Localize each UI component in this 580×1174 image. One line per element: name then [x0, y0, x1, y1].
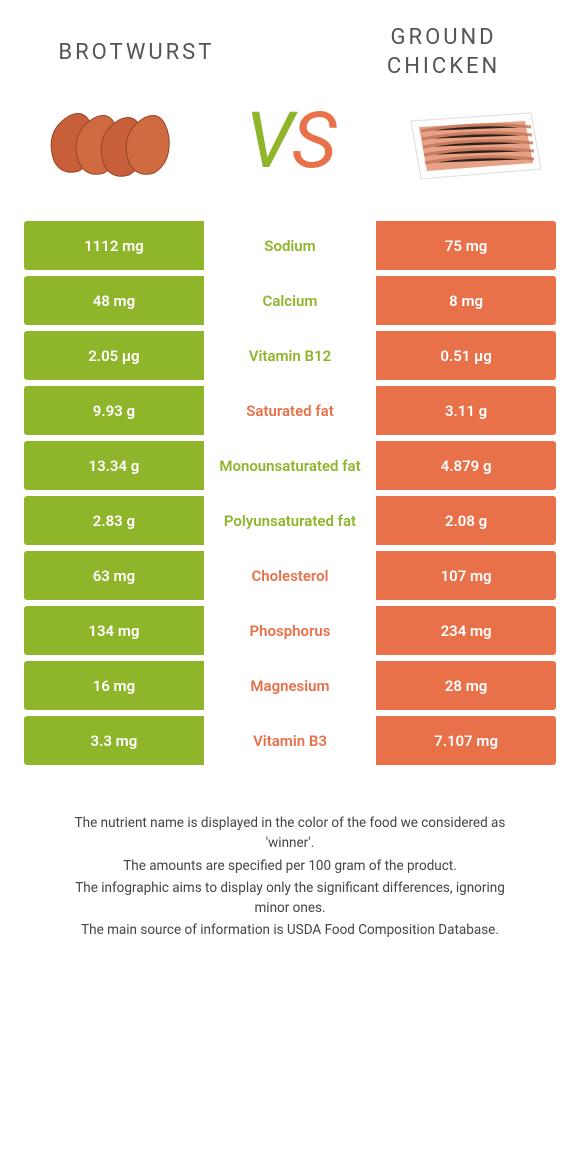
- vs-v: V: [245, 96, 291, 187]
- sausage-icon: [51, 114, 169, 177]
- nutrient-label: Magnesium: [204, 661, 376, 710]
- nutrient-label: Sodium: [204, 221, 376, 270]
- footer-notes: The nutrient name is displayed in the co…: [20, 813, 560, 941]
- left-value: 2.83 g: [24, 496, 204, 545]
- right-value: 0.51 µg: [376, 331, 556, 380]
- footer-line-3: The infographic aims to display only the…: [66, 878, 514, 919]
- left-value: 134 mg: [24, 606, 204, 655]
- right-food-title: Ground Chicken: [341, 24, 546, 81]
- right-value: 4.879 g: [376, 441, 556, 490]
- left-value: 3.3 mg: [24, 716, 204, 765]
- left-value: 48 mg: [24, 276, 204, 325]
- header-titles: Brotwurst Ground Chicken: [20, 24, 560, 81]
- table-row: 134 mgPhosphorus234 mg: [24, 606, 556, 655]
- left-value: 2.05 µg: [24, 331, 204, 380]
- table-row: 1112 mgSodium75 mg: [24, 221, 556, 270]
- right-value: 3.11 g: [376, 386, 556, 435]
- vs-label: VS: [245, 96, 334, 187]
- right-value: 7.107 mg: [376, 716, 556, 765]
- right-value: 28 mg: [376, 661, 556, 710]
- vs-s: S: [292, 96, 335, 187]
- nutrient-label: Calcium: [204, 276, 376, 325]
- nutrient-label: Polyunsaturated fat: [204, 496, 376, 545]
- left-food-title: Brotwurst: [34, 40, 239, 65]
- nutrient-table: 1112 mgSodium75 mg 48 mgCalcium8 mg 2.05 µ…: [20, 221, 560, 765]
- table-row: 2.05 µgVitamin B120.51 µg: [24, 331, 556, 380]
- nutrient-label: Vitamin B12: [204, 331, 376, 380]
- ground-meat-icon: [411, 113, 541, 179]
- vs-row: VS: [20, 91, 560, 211]
- nutrient-label: Monounsaturated fat: [204, 441, 376, 490]
- right-value: 234 mg: [376, 606, 556, 655]
- table-row: 16 mgMagnesium28 mg: [24, 661, 556, 710]
- table-row: 3.3 mgVitamin B37.107 mg: [24, 716, 556, 765]
- right-value: 8 mg: [376, 276, 556, 325]
- left-value: 13.34 g: [24, 441, 204, 490]
- nutrient-label: Cholesterol: [204, 551, 376, 600]
- right-value: 75 mg: [376, 221, 556, 270]
- left-value: 9.93 g: [24, 386, 204, 435]
- table-row: 9.93 gSaturated fat3.11 g: [24, 386, 556, 435]
- nutrient-label: Saturated fat: [204, 386, 376, 435]
- table-row: 63 mgCholesterol107 mg: [24, 551, 556, 600]
- footer-line-2: The amounts are specified per 100 gram o…: [66, 856, 514, 876]
- table-row: 2.83 gPolyunsaturated fat2.08 g: [24, 496, 556, 545]
- footer-line-1: The nutrient name is displayed in the co…: [66, 813, 514, 854]
- nutrient-label: Vitamin B3: [204, 716, 376, 765]
- left-value: 16 mg: [24, 661, 204, 710]
- table-row: 13.34 gMonounsaturated fat4.879 g: [24, 441, 556, 490]
- right-value: 107 mg: [376, 551, 556, 600]
- left-food-image: [20, 91, 198, 191]
- right-value: 2.08 g: [376, 496, 556, 545]
- nutrient-label: Phosphorus: [204, 606, 376, 655]
- table-row: 48 mgCalcium8 mg: [24, 276, 556, 325]
- footer-line-4: The main source of information is USDA F…: [66, 920, 514, 940]
- left-value: 63 mg: [24, 551, 204, 600]
- right-food-image: [382, 91, 560, 191]
- left-value: 1112 mg: [24, 221, 204, 270]
